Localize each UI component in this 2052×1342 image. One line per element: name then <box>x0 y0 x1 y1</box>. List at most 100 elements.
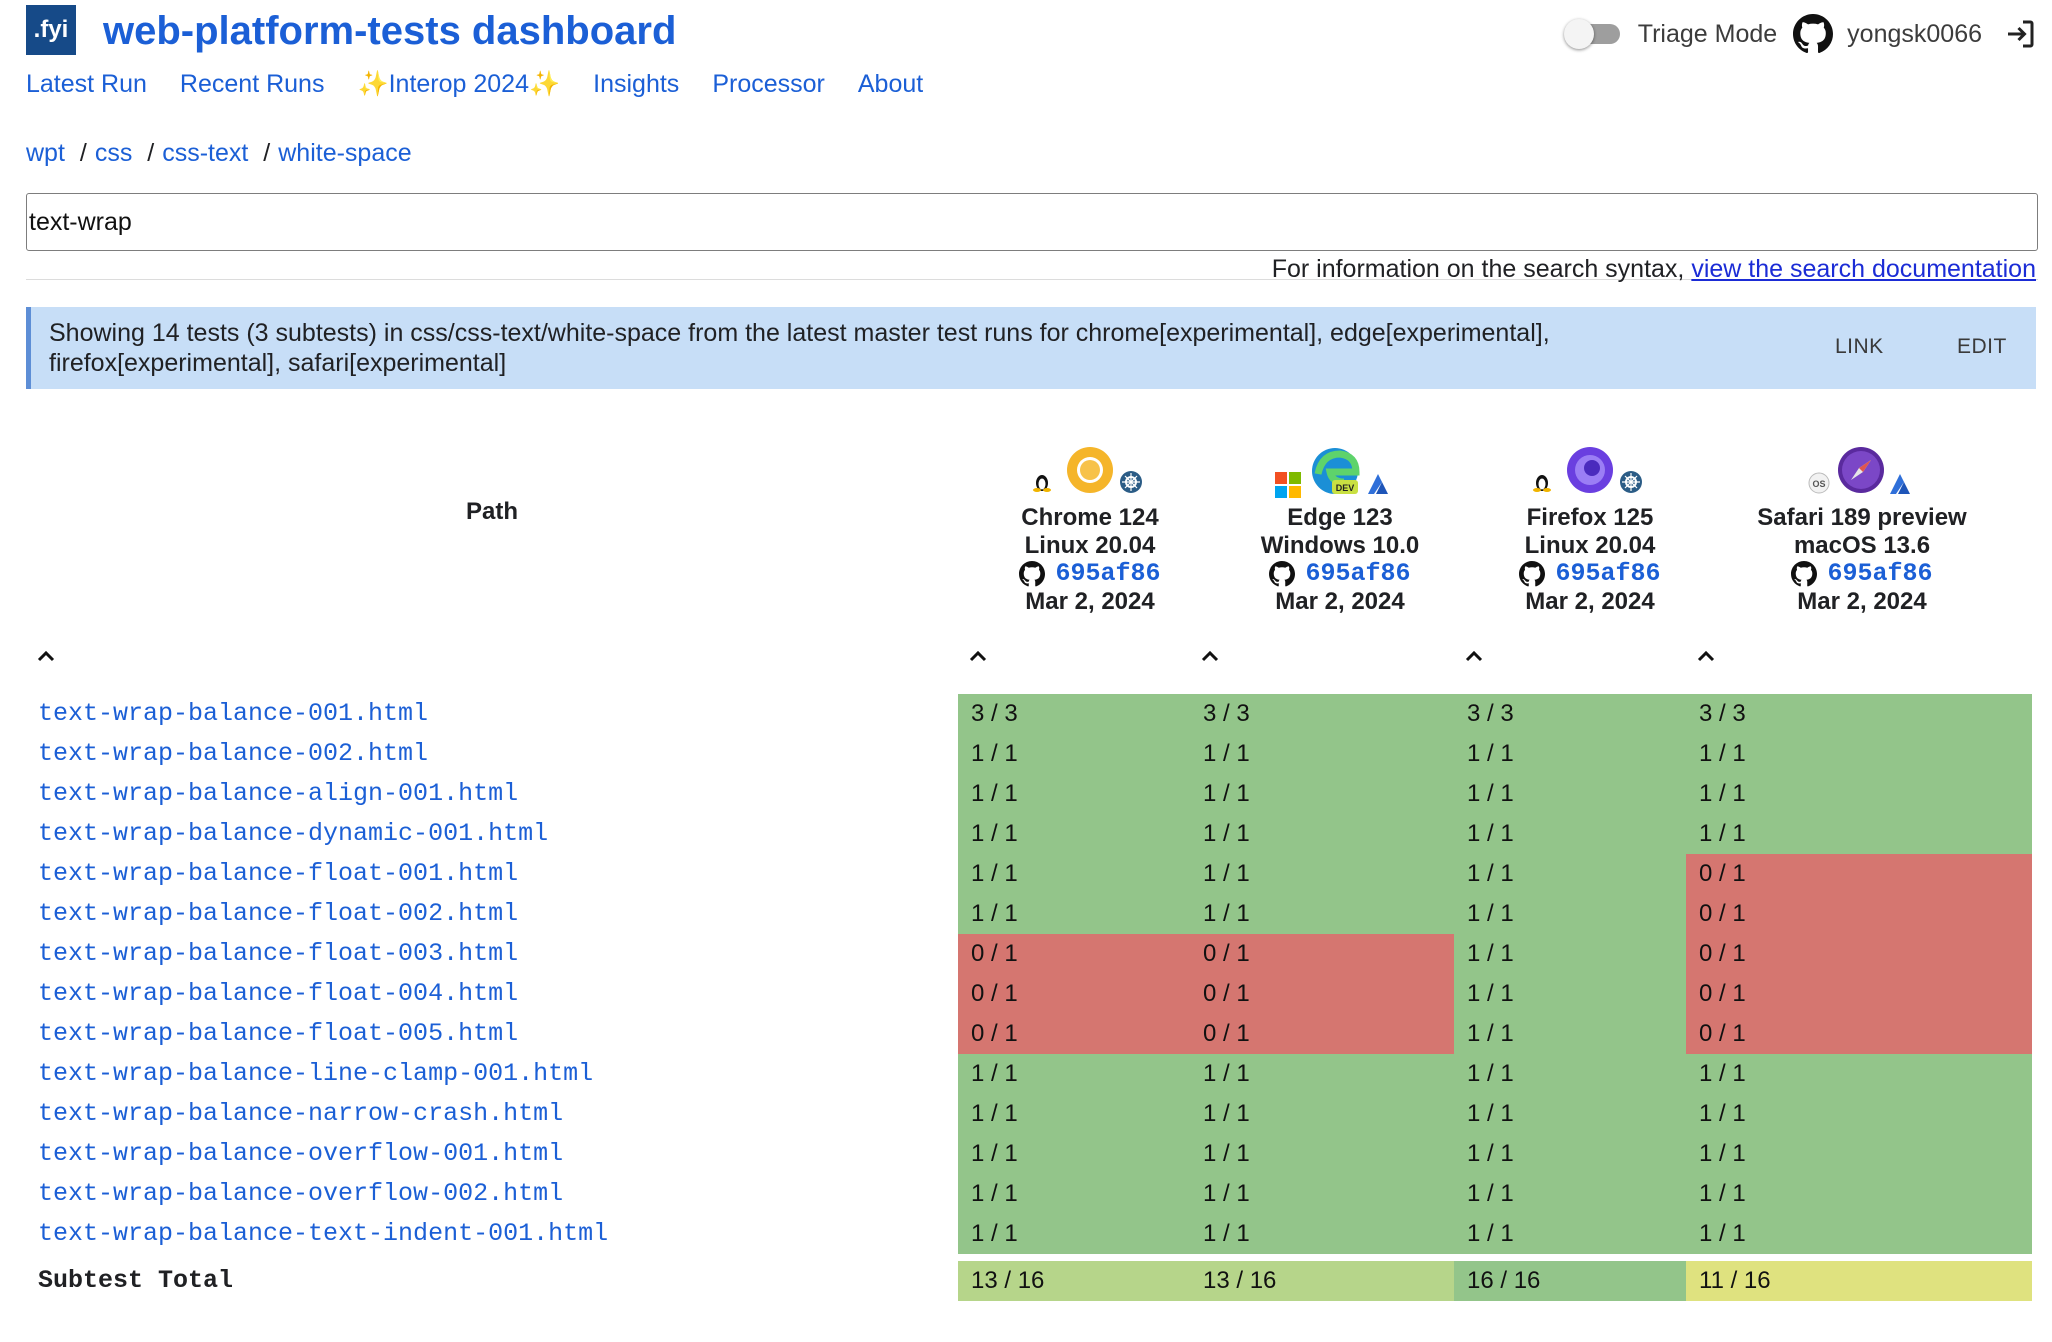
result-cell[interactable]: 1 / 1 <box>1454 1174 1686 1214</box>
result-cell[interactable]: 1 / 1 <box>958 1174 1190 1214</box>
result-cell[interactable]: 0 / 1 <box>1686 934 2032 974</box>
result-cell[interactable]: 1 / 1 <box>1190 1214 1454 1254</box>
result-cell[interactable]: 1 / 1 <box>1454 1094 1686 1134</box>
result-cell[interactable]: 1 / 1 <box>958 1214 1190 1254</box>
test-path-link[interactable]: text-wrap-balance-float-004.html <box>38 979 519 1008</box>
breadcrumb-wpt[interactable]: wpt <box>26 139 65 167</box>
triage-mode-toggle[interactable] <box>1563 19 1620 49</box>
result-cell[interactable]: 0 / 1 <box>958 1014 1190 1054</box>
revision-link[interactable]: 695af86 <box>1305 559 1411 588</box>
sort-firefox-icon[interactable] <box>1462 646 1486 666</box>
result-cell[interactable]: 1 / 1 <box>958 1094 1190 1134</box>
link-button[interactable]: LINK <box>1835 335 1884 358</box>
result-cell[interactable]: 1 / 1 <box>1686 1174 2032 1214</box>
result-cell[interactable]: 0 / 1 <box>1190 1014 1454 1054</box>
result-cell[interactable]: 1 / 1 <box>958 814 1190 854</box>
test-path-link[interactable]: text-wrap-balance-float-001.html <box>38 859 519 888</box>
test-path-link[interactable]: text-wrap-balance-float-003.html <box>38 939 519 968</box>
result-cell[interactable]: 1 / 1 <box>1686 814 2032 854</box>
test-path-link[interactable]: text-wrap-balance-line-clamp-001.html <box>38 1059 594 1088</box>
result-cell[interactable]: 1 / 1 <box>958 894 1190 934</box>
nav-processor[interactable]: Processor <box>712 70 825 98</box>
result-cell[interactable]: 1 / 1 <box>1190 1174 1454 1214</box>
result-cell[interactable]: 1 / 1 <box>1454 854 1686 894</box>
result-cell[interactable]: 1 / 1 <box>1686 1054 2032 1094</box>
test-path-link[interactable]: text-wrap-balance-float-002.html <box>38 899 519 928</box>
username[interactable]: yongsk0066 <box>1847 19 1982 48</box>
result-cell[interactable]: 1 / 1 <box>1190 1054 1454 1094</box>
result-cell[interactable]: 3 / 3 <box>1190 694 1454 734</box>
breadcrumb-white-space[interactable]: white-space <box>278 139 412 167</box>
result-cell[interactable]: 1 / 1 <box>1454 934 1686 974</box>
search-input[interactable]: text-wrap <box>26 193 2038 251</box>
test-path-link[interactable]: text-wrap-balance-float-005.html <box>38 1019 519 1048</box>
result-cell[interactable]: 1 / 1 <box>1454 734 1686 774</box>
sort-safari-icon[interactable] <box>1694 646 1718 666</box>
result-cell[interactable]: 1 / 1 <box>958 734 1190 774</box>
svg-text:DEV: DEV <box>1336 483 1355 493</box>
app-title[interactable]: web-platform-tests dashboard <box>103 9 677 53</box>
result-cell[interactable]: 1 / 1 <box>1454 1054 1686 1094</box>
result-cell[interactable]: 1 / 1 <box>1190 734 1454 774</box>
result-cell[interactable]: 3 / 3 <box>958 694 1190 734</box>
revision-link[interactable]: 695af86 <box>1055 559 1161 588</box>
search-docs-link[interactable]: view the search documentation <box>1691 255 2036 283</box>
result-cell[interactable]: 1 / 1 <box>1454 774 1686 814</box>
result-cell[interactable]: 1 / 1 <box>1686 734 2032 774</box>
test-path-link[interactable]: text-wrap-balance-dynamic-001.html <box>38 819 549 848</box>
test-path-link[interactable]: text-wrap-balance-overflow-002.html <box>38 1179 564 1208</box>
sort-chrome-icon[interactable] <box>966 646 990 666</box>
breadcrumb-css[interactable]: css <box>94 139 133 167</box>
result-cell[interactable]: 0 / 1 <box>1686 974 2032 1014</box>
test-path-link[interactable]: text-wrap-balance-text-indent-001.html <box>38 1219 609 1248</box>
nav-latest-run[interactable]: Latest Run <box>26 70 147 98</box>
sort-path-icon[interactable] <box>34 646 58 666</box>
result-cell[interactable]: 1 / 1 <box>958 1054 1190 1094</box>
test-path-link[interactable]: text-wrap-balance-narrow-crash.html <box>38 1099 564 1128</box>
result-cell[interactable]: 1 / 1 <box>1190 1094 1454 1134</box>
result-cell[interactable]: 1 / 1 <box>1190 1134 1454 1174</box>
result-cell[interactable]: 1 / 1 <box>1454 894 1686 934</box>
result-cell[interactable]: 1 / 1 <box>1454 1214 1686 1254</box>
edit-button[interactable]: EDIT <box>1957 335 2007 358</box>
result-cell[interactable]: 3 / 3 <box>1686 694 2032 734</box>
result-cell[interactable]: 1 / 1 <box>1454 974 1686 1014</box>
result-cell[interactable]: 1 / 1 <box>1686 1214 2032 1254</box>
fyi-logo[interactable]: .fyi <box>26 5 76 55</box>
result-cell[interactable]: 0 / 1 <box>1686 1014 2032 1054</box>
result-cell[interactable]: 0 / 1 <box>1190 934 1454 974</box>
nav-recent-runs[interactable]: Recent Runs <box>179 70 325 98</box>
result-cell[interactable]: 1 / 1 <box>1686 1094 2032 1134</box>
result-cell[interactable]: 1 / 1 <box>1190 854 1454 894</box>
result-cell[interactable]: 1 / 1 <box>1686 1134 2032 1174</box>
result-cell[interactable]: 0 / 1 <box>958 974 1190 1014</box>
nav-insights[interactable]: Insights <box>593 70 680 98</box>
nav-interop-2024[interactable]: ✨Interop 2024✨ <box>357 66 560 102</box>
result-cell[interactable]: 0 / 1 <box>958 934 1190 974</box>
result-cell[interactable]: 1 / 1 <box>1190 894 1454 934</box>
test-path-link[interactable]: text-wrap-balance-overflow-001.html <box>38 1139 564 1168</box>
result-cell[interactable]: 1 / 1 <box>958 774 1190 814</box>
result-cell[interactable]: 1 / 1 <box>1686 774 2032 814</box>
result-cell[interactable]: 1 / 1 <box>1190 774 1454 814</box>
result-cell[interactable]: 1 / 1 <box>1454 1014 1686 1054</box>
test-path-link[interactable]: text-wrap-balance-001.html <box>38 699 429 728</box>
nav-about[interactable]: About <box>857 70 924 98</box>
breadcrumb-css-text[interactable]: css-text <box>162 139 249 167</box>
result-cell[interactable]: 3 / 3 <box>1454 694 1686 734</box>
result-cell[interactable]: 1 / 1 <box>1454 814 1686 854</box>
result-cell[interactable]: 1 / 1 <box>958 1134 1190 1174</box>
logout-icon[interactable] <box>2002 16 2038 52</box>
test-path-link[interactable]: text-wrap-balance-002.html <box>38 739 429 768</box>
sort-edge-icon[interactable] <box>1198 646 1222 666</box>
test-path-link[interactable]: text-wrap-balance-align-001.html <box>38 779 519 808</box>
result-cell[interactable]: 0 / 1 <box>1686 894 2032 934</box>
result-cell[interactable]: 1 / 1 <box>1454 1134 1686 1174</box>
result-cell[interactable]: 1 / 1 <box>1190 814 1454 854</box>
result-cell[interactable]: 0 / 1 <box>1686 854 2032 894</box>
result-cell[interactable]: 1 / 1 <box>958 854 1190 894</box>
result-cell[interactable]: 0 / 1 <box>1190 974 1454 1014</box>
revision-link[interactable]: 695af86 <box>1555 559 1661 588</box>
toggle-knob[interactable] <box>1563 19 1594 49</box>
revision-link[interactable]: 695af86 <box>1827 559 1933 588</box>
